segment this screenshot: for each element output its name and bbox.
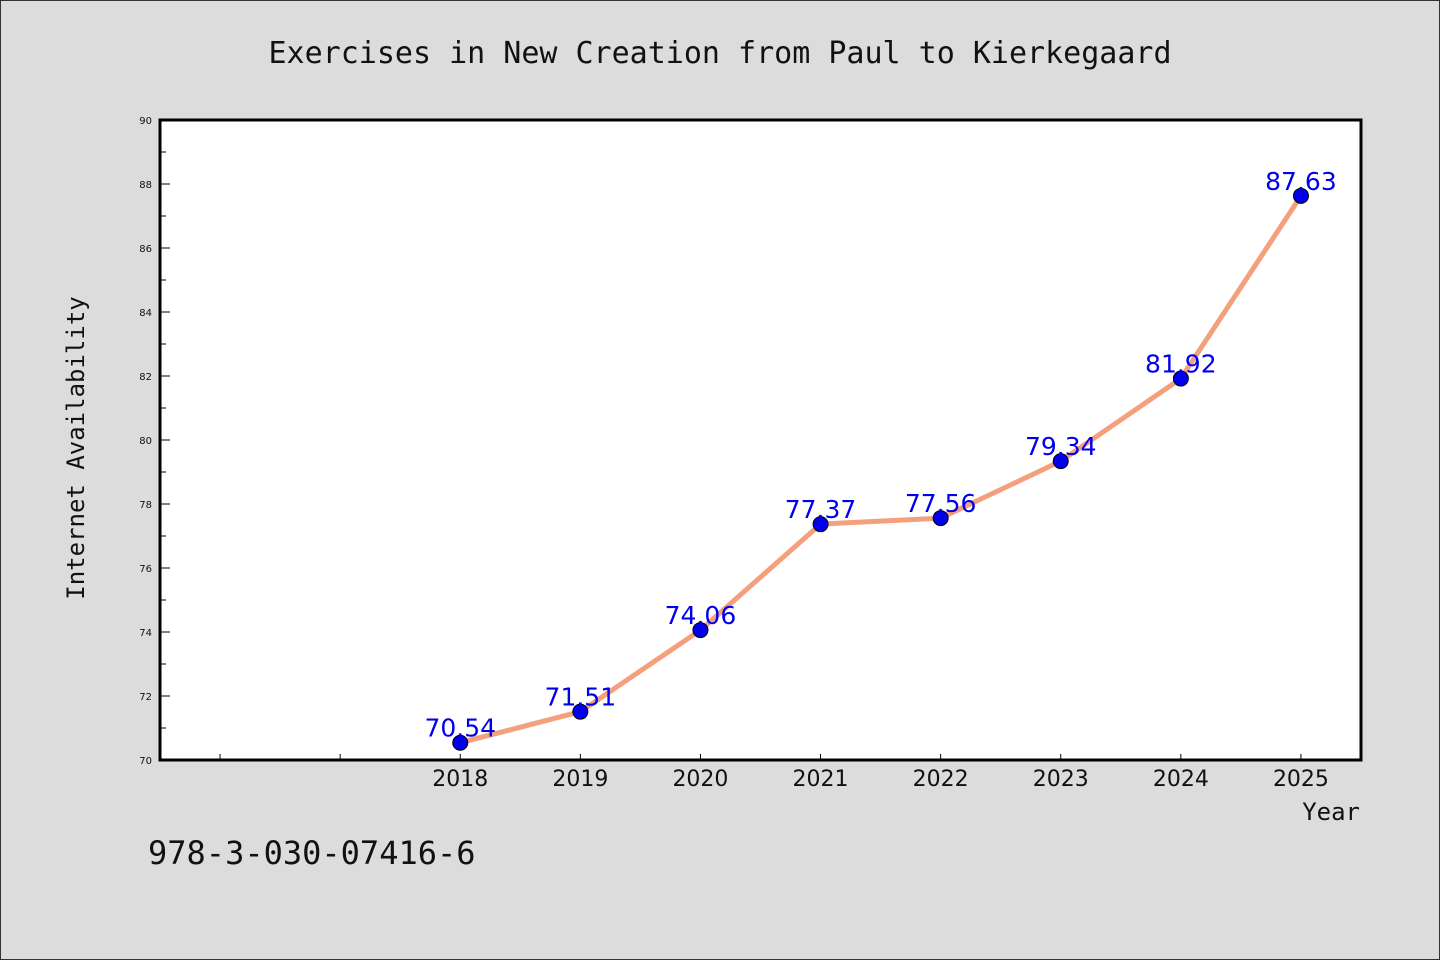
data-label: 87.63: [1265, 167, 1337, 196]
y-tick-label: 86: [139, 244, 152, 255]
y-tick-label: 74: [139, 628, 152, 639]
y-tick-label: 78: [139, 500, 152, 511]
x-tick-label: 2018: [432, 767, 488, 792]
y-tick-label: 88: [139, 180, 152, 191]
data-point: [812, 516, 829, 533]
x-tick-label: 2021: [793, 767, 849, 792]
data-label: 81.92: [1145, 350, 1217, 379]
data-point: [572, 703, 589, 720]
y-tick-label: 84: [139, 308, 152, 319]
data-point: [1292, 187, 1309, 204]
y-axis-label: Internet Availability: [62, 296, 90, 599]
x-tick-label: 2020: [672, 767, 728, 792]
x-tick-label: 2023: [1033, 767, 1089, 792]
data-label: 79.34: [1025, 432, 1097, 461]
plot-area: [158, 118, 1363, 762]
x-tick-label: 2024: [1153, 767, 1209, 792]
x-axis: 2018 2019 2020 2021 2022 2023 2024 2025: [219, 754, 1329, 792]
y-tick-label: 72: [139, 692, 152, 703]
isbn-text: 978-3-030-07416-6: [148, 834, 476, 872]
data-label: 77.56: [905, 489, 977, 518]
chart-title: Exercises in New Creation from Paul to K…: [268, 36, 1171, 71]
x-tick-label: 2019: [552, 767, 608, 792]
y-axis: 70 72 74 76 78 80 82 84 86 88 90: [139, 116, 170, 767]
data-label: 70.54: [424, 714, 496, 743]
y-tick-label: 76: [139, 564, 152, 575]
data-label: 77.37: [785, 495, 857, 524]
data-label: 71.51: [545, 683, 617, 712]
data-point: [1052, 453, 1069, 470]
data-label: 74.06: [665, 601, 737, 630]
y-tick-label: 90: [139, 116, 152, 127]
y-tick-label: 80: [139, 436, 152, 447]
x-tick-label: 2025: [1273, 767, 1329, 792]
y-tick-label: 70: [139, 756, 152, 767]
x-tick-label: 2022: [913, 767, 969, 792]
series-line: [457, 193, 1304, 746]
x-axis-label: Year: [1302, 798, 1360, 826]
data-point: [932, 510, 949, 527]
data-point: [452, 734, 469, 751]
data-point: [1172, 370, 1189, 387]
data-point: [692, 622, 709, 639]
y-tick-label: 82: [139, 372, 152, 383]
series-group: 70.54 71.51 74.06 77.37 77.56 79.34 81.92 87.63: [424, 167, 1337, 751]
